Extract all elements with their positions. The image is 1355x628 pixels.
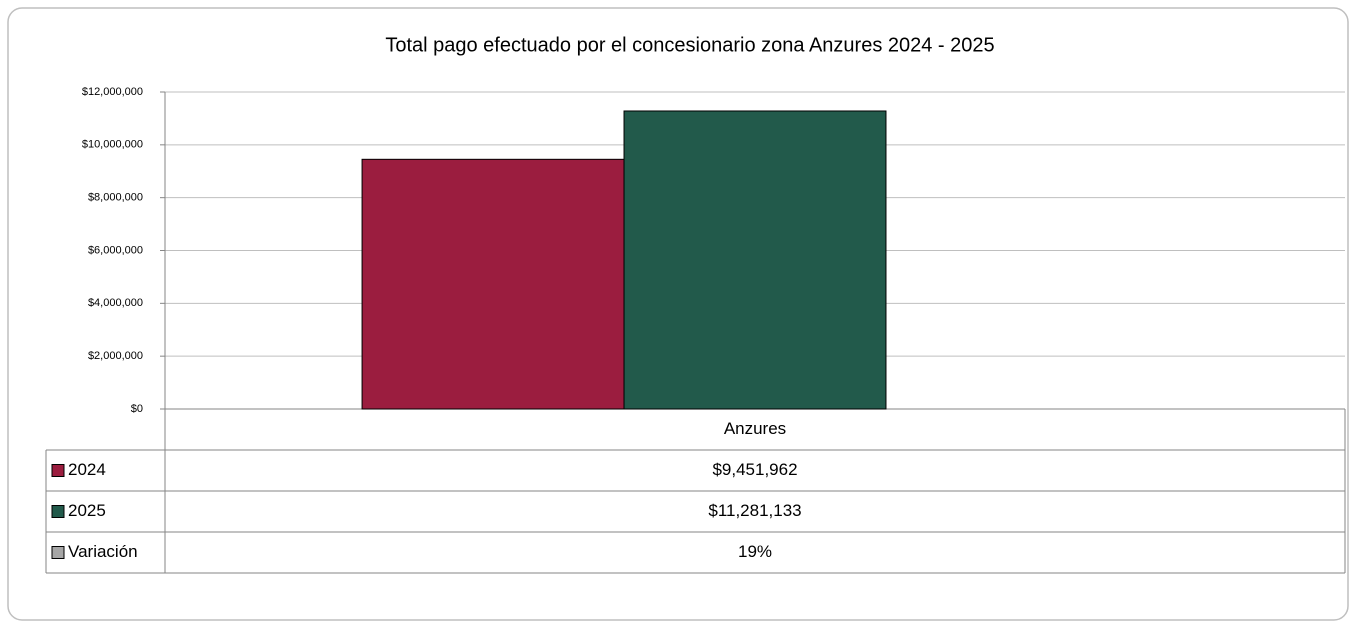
x-tick-label: Anzures <box>724 419 786 438</box>
legend-swatch <box>51 464 65 477</box>
legend-label: 2024 <box>68 460 106 479</box>
legend-swatch <box>51 505 65 518</box>
y-tick-label: $8,000,000 <box>88 192 143 204</box>
y-tick-label: $2,000,000 <box>88 350 143 362</box>
y-tick-label: $12,000,000 <box>82 86 143 98</box>
legend-label: 2025 <box>68 501 106 520</box>
chart-title: Total pago efectuado por el concesionari… <box>385 34 994 56</box>
bar <box>361 158 625 410</box>
legend-label: Variación <box>68 542 138 561</box>
bar <box>623 110 887 410</box>
y-tick-label: $10,000,000 <box>82 139 143 151</box>
y-tick-label: $4,000,000 <box>88 297 143 309</box>
table-value: 19% <box>738 542 772 561</box>
table-value: $9,451,962 <box>712 460 797 479</box>
table-value: $11,281,133 <box>708 501 801 520</box>
y-tick-label: $0 <box>131 403 143 415</box>
y-tick-label: $6,000,000 <box>88 244 143 256</box>
legend-swatch <box>51 546 65 559</box>
